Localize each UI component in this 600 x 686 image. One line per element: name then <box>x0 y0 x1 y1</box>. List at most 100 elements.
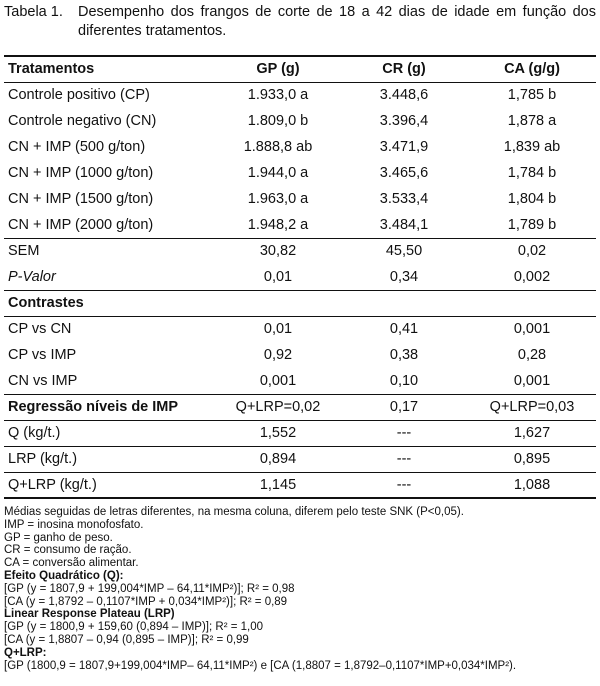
footnote-line: CA = conversão alimentar. <box>4 557 139 570</box>
contrastes-title-row-cell-1 <box>216 289 340 317</box>
treatment-row-cell-2: 3.448,6 <box>379 87 429 104</box>
treatment-row-cell-2: 3.396,4 <box>379 113 429 129</box>
treatment-row: CN + IMP (1500 g/ton) 1.963,0 a 3.533,4 1,8… <box>4 186 596 212</box>
treatment-row-cell-2: 3.465,6 <box>379 165 429 181</box>
footnote-line: [CA (y = 1,8792 – 0,1107*IMP + 0,034*IMP… <box>4 595 288 608</box>
regression-row-cell-2: --- <box>340 446 468 473</box>
pvalor-row-cell-0: P-Valor <box>8 268 56 285</box>
sem-row-cell-2: 45,50 <box>385 243 423 260</box>
treatment-row-cell-3: 1,784 b <box>507 165 557 181</box>
treatment-row-cell-0: Controle negativo (CN) <box>8 113 157 129</box>
contrast-row-cell-2: 0,41 <box>389 321 419 338</box>
caption-text: Desempenho dos frangos de corte de 18 a … <box>78 4 596 39</box>
treatment-row-cell-1: 1.944,0 a <box>247 165 309 181</box>
regression-row-cell-1: 0,894 <box>216 446 340 473</box>
treatment-row-cell-3: 1,789 b <box>468 212 596 239</box>
treatment-row: Controle negativo (CN) 1.809,0 b 3.396,4 1,… <box>4 108 596 134</box>
regression-row-cell-0: Q+LRP (kg/t.) <box>4 472 216 499</box>
regression-row-cell-2: --- <box>340 420 468 447</box>
contrast-row-cell-1: 0,01 <box>263 321 293 338</box>
contrast-row: CP vs IMP 0,92 0,38 0,28 <box>4 342 596 368</box>
contrast-row-cell-3: 0,001 <box>513 372 551 389</box>
contrast-row-cell-1: 0,92 <box>263 347 293 363</box>
contrast-row-cell-1: 0,001 <box>259 372 297 389</box>
treatment-row-cell-0: CN + IMP (500 g/ton) <box>8 139 146 155</box>
pvalor-row-cell-1: 0,01 <box>263 268 293 285</box>
treatment-row-cell-1: 1.809,0 b <box>247 113 309 129</box>
contrast-row-cell-0: CP vs CN <box>8 321 72 338</box>
treatment-row-cell-1: 1.963,0 a <box>247 191 309 207</box>
table-caption: Tabela 1. Desempenho dos frangos de cort… <box>4 3 596 41</box>
treatment-row-cell-3: 1,804 b <box>507 191 557 207</box>
regression-row-cell-0: Q (kg/t.) <box>4 420 216 447</box>
regression-header-row-cell-3: Q+LRP=0,03 <box>468 393 596 421</box>
contrastes-title-row-cell-2 <box>340 289 468 317</box>
treatment-row-cell-0: Controle positivo (CP) <box>8 87 150 104</box>
header-row-cell-3: CA (g/g) <box>468 55 596 83</box>
header-row-cell-1: GP (g) <box>216 55 340 83</box>
treatment-row-cell-3: 1,878 a <box>507 113 557 129</box>
treatment-row-cell-2: 3.471,9 <box>379 139 429 155</box>
regression-header-row: Regressão níveis de IMP Q+LRP=0,02 0,17 Q+L… <box>4 393 596 421</box>
treatment-row: Controle positivo (CP) 1.933,0 a 3.448,6 1,… <box>4 82 596 108</box>
header-row-cell-0: Tratamentos <box>4 55 216 83</box>
regression-header-row-cell-1: Q+LRP=0,02 <box>216 393 340 421</box>
footnote-line: IMP = inosina monofosfato. <box>4 518 144 531</box>
contrastes-title-row: Contrastes <box>4 289 596 317</box>
regression-row-cell-3: 1,627 <box>468 420 596 447</box>
contrastes-title-row-cell-0: Contrastes <box>4 289 216 317</box>
contrastes-title-row-cell-3 <box>468 289 596 317</box>
header-row-cell-2: CR (g) <box>340 55 468 83</box>
regression-row-cell-3: 0,895 <box>468 446 596 473</box>
treatment-row-cell-3: 1,785 b <box>507 87 557 104</box>
table-footnotes: Médias seguidas de letras diferentes, na… <box>4 506 596 672</box>
treatment-row-cell-0: CN + IMP (2000 g/ton) <box>4 212 216 239</box>
pvalor-row: P-Valor 0,01 0,34 0,002 <box>4 264 596 290</box>
contrast-row: CN vs IMP 0,001 0,10 0,001 <box>4 368 596 394</box>
sem-row-cell-3: 0,02 <box>517 243 547 260</box>
footnote-line: Médias seguidas de letras diferentes, na… <box>4 506 464 518</box>
contrast-row-cell-2: 0,38 <box>389 347 419 363</box>
footnote-line: GP = ganho de peso. <box>4 531 113 544</box>
header-row: Tratamentos GP (g) CR (g) CA (g/g) <box>4 55 596 83</box>
treatment-row-cell-3: 1,839 ab <box>503 139 561 155</box>
treatment-row: CN + IMP (2000 g/ton) 1.948,2 a 3.484,1 1,7… <box>4 212 596 239</box>
performance-table: Tratamentos GP (g) CR (g) CA (g/g) Controle … <box>4 55 596 499</box>
regression-header-row-cell-0: Regressão níveis de IMP <box>4 393 216 421</box>
treatment-row-cell-1: 1.933,0 a <box>247 87 309 104</box>
pvalor-row-cell-2: 0,34 <box>389 268 419 285</box>
treatment-row-cell-2: 3.484,1 <box>340 212 468 239</box>
footnote-line: CR = consumo de ração. <box>4 544 132 557</box>
pvalor-row-cell-3: 0,002 <box>513 268 551 285</box>
sem-row-cell-1: 30,82 <box>259 243 297 260</box>
treatment-row-cell-0: CN + IMP (1500 g/ton) <box>8 191 154 207</box>
regression-row-cell-0: LRP (kg/t.) <box>4 446 216 473</box>
sem-row: SEM 30,82 45,50 0,02 <box>4 238 596 264</box>
regression-header-row-cell-2: 0,17 <box>340 393 468 421</box>
regression-row-cell-1: 1,145 <box>216 472 340 499</box>
footnote-line: Q+LRP: <box>4 646 47 659</box>
regression-row: LRP (kg/t.) 0,894 --- 0,895 <box>4 446 596 473</box>
footnote-line: [GP (y = 1800,9 + 159,60 (0,894 – IMP)];… <box>4 621 264 634</box>
contrast-row-cell-3: 0,28 <box>517 347 547 363</box>
treatment-row: CN + IMP (500 g/ton) 1.888,8 ab 3.471,9 1,8… <box>4 134 596 160</box>
footnote-line: [GP (y = 1807,9 + 199,004*IMP – 64,11*IM… <box>4 582 295 595</box>
contrast-row-cell-0: CP vs IMP <box>8 347 77 363</box>
footnote-line: Efeito Quadrático (Q): <box>4 569 124 582</box>
treatment-row-cell-0: CN + IMP (1000 g/ton) <box>8 165 154 181</box>
contrast-row: CP vs CN 0,01 0,41 0,001 <box>4 316 596 342</box>
footnote-line: [GP (1800,9 = 1807,9+199,004*IMP– 64,11*… <box>4 659 517 672</box>
regression-row: Q+LRP (kg/t.) 1,145 --- 1,088 <box>4 472 596 499</box>
regression-row-cell-1: 1,552 <box>216 420 340 447</box>
contrast-row-cell-2: 0,10 <box>389 372 419 389</box>
treatment-row: CN + IMP (1000 g/ton) 1.944,0 a 3.465,6 1,7… <box>4 160 596 186</box>
regression-row-cell-2: --- <box>340 472 468 499</box>
treatment-row-cell-2: 3.533,4 <box>379 191 429 207</box>
contrast-row-cell-0: CN vs IMP <box>8 372 78 389</box>
footnote-line: [CA (y = 1,8807 – 0,94 (0,895 – IMP)]; R… <box>4 633 249 646</box>
contrast-row-cell-3: 0,001 <box>513 321 551 338</box>
treatment-row-cell-1: 1.888,8 ab <box>243 139 313 155</box>
regression-row-cell-3: 1,088 <box>468 472 596 499</box>
caption-label: Tabela 1. <box>4 4 63 20</box>
treatment-row-cell-1: 1.948,2 a <box>216 212 340 239</box>
